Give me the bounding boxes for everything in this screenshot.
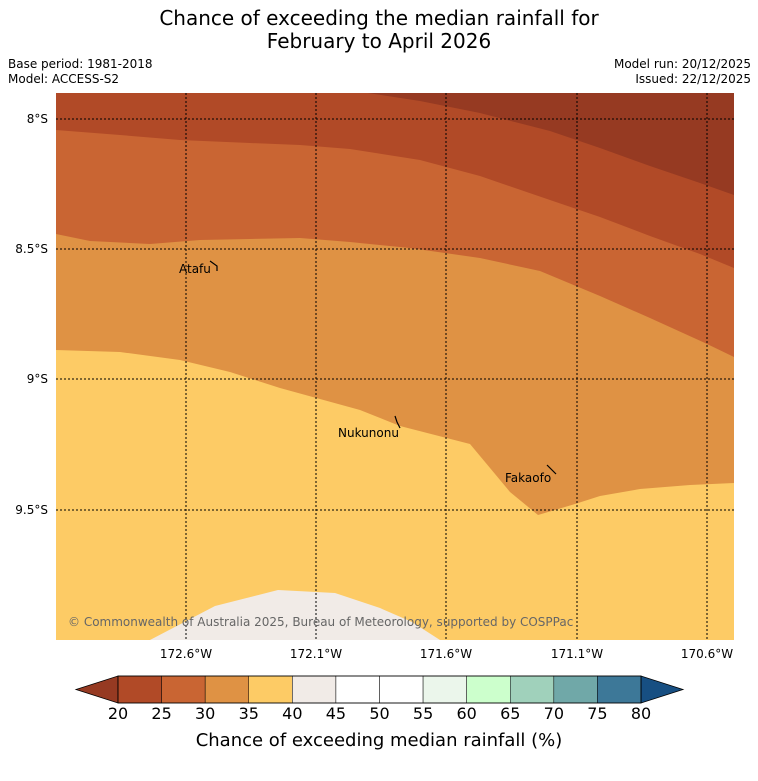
lon-label-170-6w: 170.6°W <box>680 647 734 661</box>
colorbar-tick-label: 75 <box>587 704 608 723</box>
place-label-atafu: Atafu <box>179 262 211 276</box>
colorbar-frame <box>117 675 642 704</box>
colorbar-bin <box>379 675 424 704</box>
zone-25-30 <box>56 93 734 268</box>
colorbar-under-arrow <box>74 675 119 704</box>
colorbar-tick-label: 70 <box>543 704 564 723</box>
colorbar-tick-label: 20 <box>107 704 129 723</box>
colorbar-tick-label: 60 <box>456 704 477 723</box>
colorbar-bin <box>510 675 555 704</box>
colorbar-tick-label: 35 <box>238 704 259 723</box>
model-text: Model: ACCESS-S2 <box>8 72 120 86</box>
zone-45-50 <box>150 590 440 640</box>
colorbar-bin <box>117 675 162 704</box>
colorbar-bin <box>204 675 250 704</box>
colorbar <box>74 675 685 704</box>
model-run-text: Model run: 20/12/2025 <box>613 57 751 71</box>
zone-20-25 <box>368 93 734 195</box>
nukunonu-outline <box>394 415 401 429</box>
colorbar-tick-label: 50 <box>369 704 390 723</box>
lon-label-171-6w: 171.6°W <box>419 647 473 661</box>
colorbar-bin <box>335 675 380 704</box>
colorbar-bin <box>553 675 598 704</box>
colorbar-over-arrow <box>640 675 685 704</box>
map-title-line1: Chance of exceeding the median rainfall … <box>159 6 599 30</box>
lat-label-9s: 9°S <box>26 372 48 386</box>
colorbar-title: Chance of exceeding median rainfall (%) <box>195 730 563 751</box>
issued-text: Issued: 22/12/2025 <box>635 72 751 86</box>
colorbar-tick-label: 30 <box>194 704 216 723</box>
lon-label-172-1w: 172.1°W <box>289 647 343 661</box>
meta-right: Model run: 20/12/2025 Issued: 22/12/2025 <box>614 57 751 87</box>
map-area <box>56 93 734 640</box>
colorbar-bin <box>422 675 467 704</box>
colorbar-bin <box>248 675 293 704</box>
colorbar-bin <box>292 675 337 704</box>
fakaofo-outline <box>546 464 557 475</box>
graticule <box>56 93 734 640</box>
colorbar-tick-label: 65 <box>500 704 521 723</box>
lat-label-8-5s: 8.5°S <box>15 242 48 256</box>
colorbar-tick-label: 45 <box>325 704 347 723</box>
map-title-line2: February to April 2026 <box>266 29 492 53</box>
lat-label-9-5s: 9.5°S <box>15 503 48 517</box>
lon-label-172-6w: 172.6°W <box>159 647 213 661</box>
colorbar-tick-label: 80 <box>630 704 652 723</box>
place-label-nukunonu: Nukunonu <box>338 426 399 440</box>
meta-left: Base period: 1981-2018 Model: ACCESS-S2 <box>8 57 153 87</box>
colorbar-tick-label: 40 <box>282 704 303 723</box>
colorbar-tick-label: 55 <box>412 704 434 723</box>
atoll-outlines <box>209 260 557 475</box>
colorbar-bin <box>161 675 206 704</box>
base-period-text: Base period: 1981-2018 <box>8 57 153 71</box>
lat-label-8s: 8°S <box>26 112 48 126</box>
colorbar-bin <box>466 675 511 704</box>
copyright-notice: © Commonwealth of Australia 2025, Bureau… <box>68 615 573 629</box>
place-label-fakaofo: Fakaofo <box>505 471 551 485</box>
atafu-outline <box>209 260 218 271</box>
lon-label-171-1w: 171.1°W <box>550 647 604 661</box>
colorbar-tick-label: 25 <box>151 704 172 723</box>
colorbar-bin <box>597 675 642 704</box>
